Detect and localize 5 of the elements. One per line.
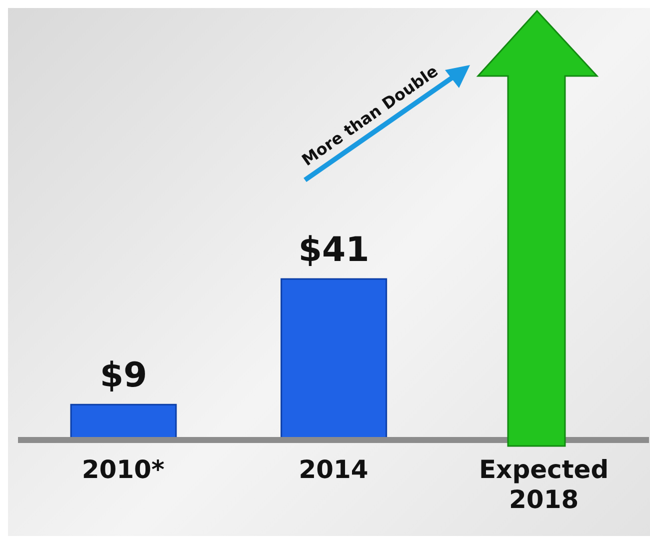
x-tick-label: 2014	[298, 455, 368, 484]
x-tick-label: 2010*	[82, 455, 164, 484]
x-tick-label: Expected 2018	[478, 455, 609, 514]
data-label: $41	[298, 230, 370, 270]
data-label: $9	[100, 356, 148, 396]
